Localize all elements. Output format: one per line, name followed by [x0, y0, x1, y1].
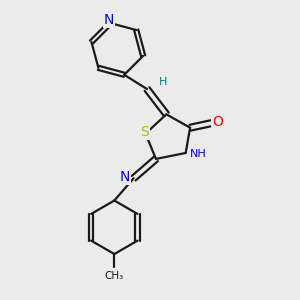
Text: N: N [119, 170, 130, 184]
Text: NH: NH [190, 149, 206, 160]
Text: CH₃: CH₃ [105, 271, 124, 281]
Text: N: N [104, 13, 114, 27]
Text: S: S [140, 125, 148, 139]
Text: H: H [159, 76, 168, 87]
Text: O: O [212, 115, 223, 129]
